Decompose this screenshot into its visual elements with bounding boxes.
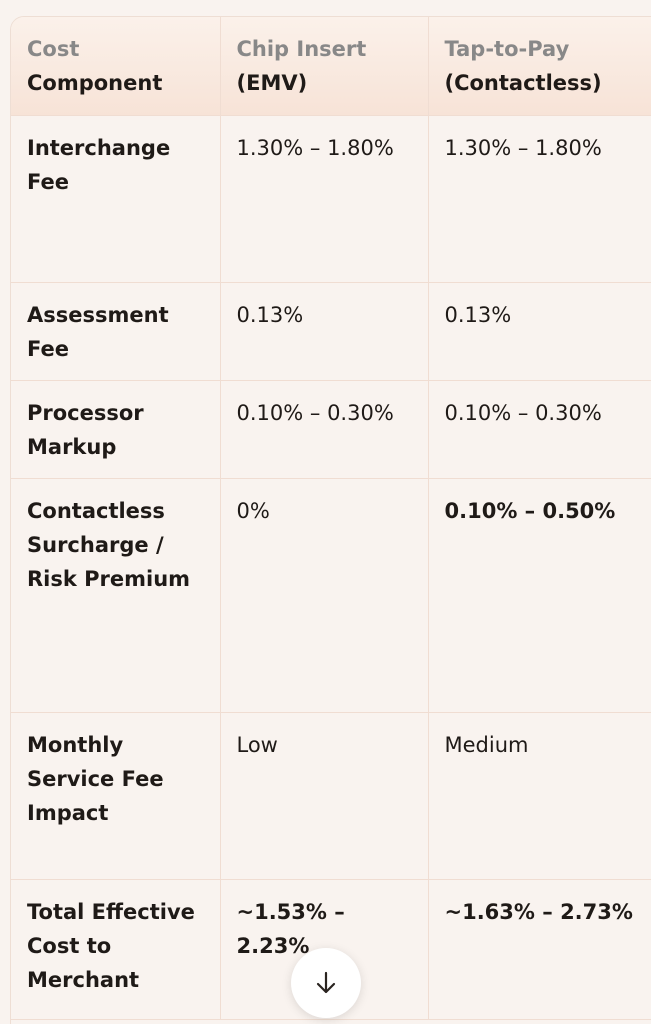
row-label: Monthly Service Fee Impact (11, 712, 221, 880)
table-row: Processor Markup 0.10% – 0.30% 0.10% – 0… (11, 380, 651, 479)
header-line: (Contactless) (444, 71, 602, 95)
table-row: Contactless Surcharge / Risk Premium 0% … (11, 478, 651, 713)
header-line: Tap-to-Pay (444, 37, 570, 61)
tap-value: ~1.63% – 2.73% (428, 879, 651, 1020)
table-row: Total Effective Cost to Merchant ~1.53% … (11, 879, 651, 1020)
row-label: Assessment Fee (11, 282, 221, 381)
tap-value: 0.10% – 0.50% (428, 478, 651, 713)
chip-value: 0.10% – 0.30% (220, 380, 429, 479)
header-tap-to-pay: Tap-to-Pay (Contactless) (428, 17, 651, 116)
row-label: Contactless Surcharge / Risk Premium (11, 478, 221, 713)
chip-value: 1.30% – 1.80% (220, 115, 429, 283)
tap-value: 0.10% – 0.30% (428, 380, 651, 479)
tap-value: 0.13% (428, 282, 651, 381)
tap-value: 1.30% – 1.80% (428, 115, 651, 283)
table-row: Interchange Fee 1.30% – 1.80% 1.30% – 1.… (11, 115, 651, 283)
header-line: Component (27, 71, 163, 95)
row-label: Processor Markup (11, 380, 221, 479)
chip-value: Low (220, 712, 429, 880)
header-line: Chip Insert (236, 37, 367, 61)
chip-value: 0% (220, 478, 429, 713)
header-line: (EMV) (236, 71, 308, 95)
row-label: Interchange Fee (11, 115, 221, 283)
header-line: Cost (27, 37, 80, 61)
comparison-table: Cost Component Chip Insert (EMV) Tap-to-… (11, 17, 651, 1020)
table-row: Assessment Fee 0.13% 0.13% (11, 282, 651, 381)
scroll-down-button[interactable] (291, 948, 361, 1018)
header-chip-insert: Chip Insert (EMV) (220, 17, 429, 116)
table-header-row: Cost Component Chip Insert (EMV) Tap-to-… (11, 17, 651, 116)
table-row: Monthly Service Fee Impact Low Medium (11, 712, 651, 880)
comparison-table-container: Cost Component Chip Insert (EMV) Tap-to-… (10, 16, 651, 1024)
chip-value: 0.13% (220, 282, 429, 381)
arrow-down-icon (316, 971, 336, 994)
tap-value: Medium (428, 712, 651, 880)
row-label: Total Effective Cost to Merchant (11, 879, 221, 1020)
header-cost-component: Cost Component (11, 17, 221, 116)
